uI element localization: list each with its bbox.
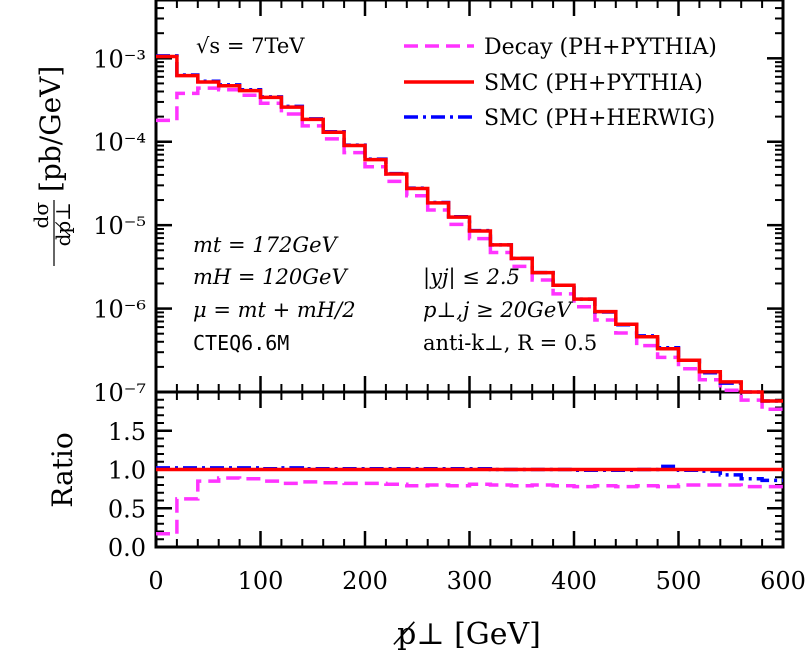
annotation-mu: μ = mt + mH/2 <box>193 298 356 322</box>
annotation-mt: mt = 172GeV <box>193 233 339 257</box>
y-tick-label: 10⁻⁵ <box>93 212 146 240</box>
annotation-pdf: CTEQ6.6M <box>193 331 289 355</box>
main-series-smc-ph-pythia <box>156 54 783 403</box>
y-axis-label-ratio: Ratio <box>46 432 79 507</box>
legend-label-smc-herwig: SMC (PH+HERWIG) <box>484 106 715 131</box>
ticks-layer: 0 100 200 300 400 500 600 10⁻³ 10⁻⁴ 10⁻⁵ 10⁻⁶ 10⁻⁷ 0… <box>93 0 806 595</box>
ratio-y-tick-label: 0.0 <box>108 534 146 562</box>
x-tick-label: 100 <box>238 567 284 595</box>
x-tick-label: 400 <box>551 567 597 595</box>
x-tick-label: 200 <box>342 567 388 595</box>
ratio-y-tick-label: 1.5 <box>108 418 146 446</box>
ratio-y-tick-label: 0.5 <box>108 495 146 523</box>
y-tick-label: 10⁻⁶ <box>93 296 146 324</box>
y-tick-label: 10⁻⁷ <box>93 379 146 407</box>
x-axis-label: p̸⊥ [GeV] <box>392 617 541 652</box>
x-tick-label: 500 <box>656 567 702 595</box>
legend-label-smc-pythia: SMC (PH+PYTHIA) <box>484 71 703 96</box>
annotation-sqrt-s: √s = 7TeV <box>196 34 305 58</box>
y-tick-label: 10⁻⁴ <box>93 129 146 157</box>
ratio-y-tick-label: 1.0 <box>108 457 146 485</box>
legend: Decay (PH+PYTHIA) SMC (PH+PYTHIA) SMC (P… <box>404 35 717 131</box>
y-axis-label-main: dσ dp̸⊥ [pb/GeV] <box>29 66 75 266</box>
annotation-jet-algo: anti-k⊥, R = 0.5 <box>423 331 597 355</box>
legend-label-decay: Decay (PH+PYTHIA) <box>484 35 717 60</box>
series-layer <box>156 54 783 536</box>
ratio-series-decay-ph-pythia <box>156 476 783 536</box>
x-tick-label: 0 <box>148 567 163 595</box>
ylabel-unit: [pb/GeV] <box>34 66 67 192</box>
annotation-mh: mH = 120GeV <box>193 265 348 289</box>
ylabel-numerator: dσ <box>29 202 53 229</box>
annotation-pt-cut: p⊥,j ≥ 20GeV <box>423 298 573 322</box>
x-tick-label: 600 <box>760 567 806 595</box>
x-tick-label: 300 <box>447 567 493 595</box>
y-tick-label: 10⁻³ <box>93 45 146 73</box>
ylabel-denominator: dp̸⊥ <box>51 202 75 246</box>
annotation-rapidity-cut: |yj| ≤ 2.5 <box>423 265 520 290</box>
